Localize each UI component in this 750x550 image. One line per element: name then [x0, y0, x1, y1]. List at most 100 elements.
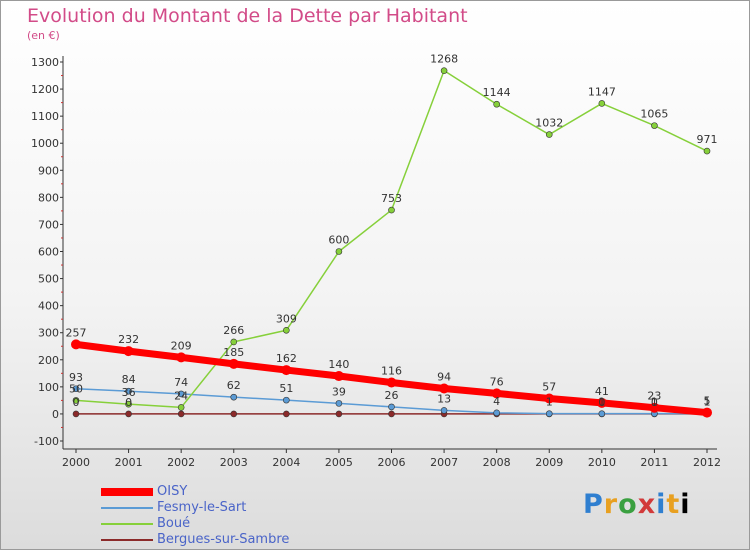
legend-label-oisy: OISY	[157, 484, 188, 499]
y-tick-label: 800	[38, 191, 59, 204]
data-label-2: 1065	[640, 108, 668, 121]
data-label-0: 232	[118, 333, 139, 346]
series-point-2	[598, 100, 606, 107]
x-tick-label: 2000	[62, 456, 90, 469]
legend-item-oisy: OISY	[101, 484, 361, 500]
series-point-2	[72, 397, 80, 404]
data-label-1: 84	[122, 373, 136, 386]
data-label-0: 116	[381, 365, 402, 378]
series-point-2	[283, 326, 290, 334]
data-label-0: 140	[328, 358, 349, 371]
data-label-1: 1	[704, 396, 711, 409]
series-point-1	[440, 407, 448, 414]
series-point-2	[335, 248, 343, 255]
series-point-0	[281, 365, 292, 376]
data-label-2: 753	[381, 192, 402, 205]
series-point-1	[598, 410, 606, 417]
series-point-3	[388, 410, 395, 418]
y-tick-label: 300	[38, 327, 59, 340]
y-tick-label: 200	[38, 354, 59, 367]
series-point-1	[335, 400, 343, 407]
series-point-1	[177, 390, 185, 398]
data-label-0: 162	[276, 352, 297, 365]
series-point-2	[230, 338, 238, 346]
y-tick-label: 500	[38, 273, 59, 286]
y-tick-label: 900	[38, 164, 59, 177]
legend-label-bergues: Bergues-sur-Sambre	[157, 532, 290, 547]
series-point-1	[545, 410, 553, 417]
x-tick-label: 2012	[693, 456, 721, 469]
y-tick-label: 1300	[31, 56, 59, 69]
data-label-3: 0	[651, 396, 658, 409]
data-label-0: 209	[171, 339, 192, 352]
legend-item-boue: Boué	[101, 516, 361, 532]
data-label-2: 24	[174, 389, 188, 402]
series-point-1	[72, 385, 80, 393]
series-point-2	[651, 122, 658, 129]
data-label-3: 0	[125, 396, 132, 409]
data-label-2: 50	[69, 382, 83, 395]
chart-title: Evolution du Montant de la Dette par Hab…	[27, 5, 468, 27]
series-point-0	[491, 388, 502, 399]
y-tick-label: 1100	[31, 110, 59, 123]
series-point-1	[230, 393, 238, 401]
series-point-1	[125, 387, 132, 395]
data-label-2: 266	[223, 324, 244, 337]
series-point-1	[283, 396, 290, 404]
legend: OISY Fesmy-le-Sart Boué Bergues-sur-Samb…	[101, 484, 361, 548]
data-label-2: 1032	[535, 117, 563, 130]
data-label-2: 971	[697, 133, 718, 146]
series-point-3	[283, 410, 290, 418]
data-label-2: 600	[328, 234, 349, 247]
data-label-0: 94	[437, 370, 451, 383]
y-tick-label: 1000	[31, 137, 59, 150]
legend-swatch-boue	[101, 523, 153, 525]
legend-label-boue: Boué	[157, 516, 191, 531]
data-label-1: 93	[69, 371, 83, 384]
y-tick-label: -100	[34, 435, 59, 448]
series-point-3	[335, 410, 343, 418]
x-tick-label: 2006	[378, 456, 406, 469]
chart-subtitle: (en €)	[27, 29, 60, 42]
y-tick-label: 100	[38, 381, 59, 394]
series-point-2	[388, 206, 395, 214]
data-label-1: 26	[385, 389, 399, 402]
data-label-0: 185	[223, 346, 244, 359]
series-point-0	[333, 371, 344, 382]
x-tick-label: 2010	[588, 456, 616, 469]
data-label-2: 309	[276, 312, 297, 325]
data-label-1: 39	[332, 385, 346, 398]
x-tick-label: 2009	[535, 456, 563, 469]
data-label-0: 57	[542, 380, 556, 393]
series-point-0	[176, 352, 187, 363]
x-tick-label: 2008	[483, 456, 511, 469]
data-label-0: 41	[595, 385, 609, 398]
series-point-1	[388, 403, 395, 411]
series-point-0	[702, 407, 712, 418]
series-point-0	[228, 358, 239, 369]
x-tick-label: 2001	[115, 456, 143, 469]
data-label-1: 4	[493, 395, 500, 408]
series-point-2	[125, 400, 132, 408]
y-tick-label: 1200	[31, 83, 59, 96]
series-point-2	[440, 67, 448, 74]
series-point-0	[123, 346, 134, 357]
series-point-2	[545, 131, 553, 138]
data-label-1: 62	[227, 379, 241, 392]
data-label-0: 76	[490, 375, 504, 388]
data-label-0: 257	[66, 326, 87, 339]
legend-label-fesmy: Fesmy-le-Sart	[157, 500, 247, 515]
x-tick-label: 2004	[272, 456, 300, 469]
series-point-0	[544, 393, 555, 404]
series-point-3	[125, 410, 132, 418]
data-label-2: 1144	[483, 86, 511, 99]
data-label-1: 13	[437, 392, 451, 405]
legend-swatch-oisy	[101, 488, 153, 496]
x-tick-label: 2003	[220, 456, 248, 469]
series-point-3	[177, 410, 185, 418]
data-label-0: 23	[647, 390, 661, 403]
data-label-2: 1147	[588, 85, 616, 98]
series-point-2	[703, 147, 711, 155]
